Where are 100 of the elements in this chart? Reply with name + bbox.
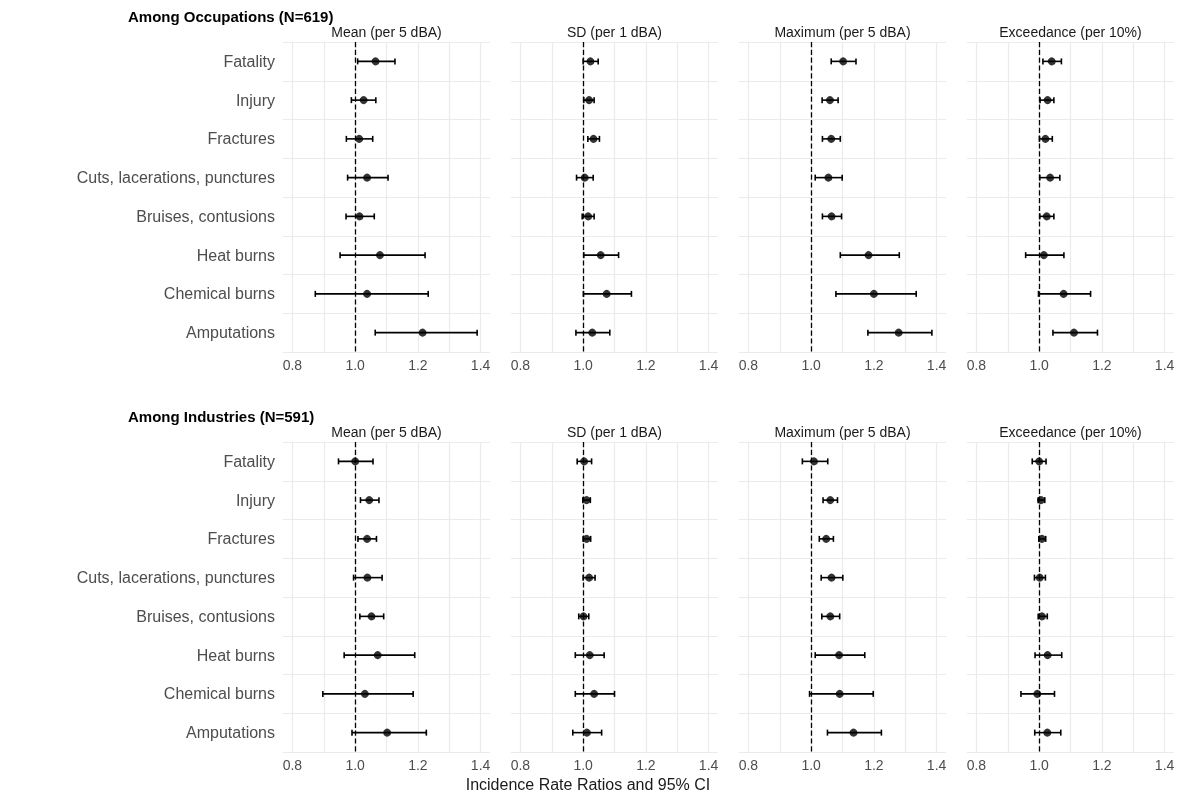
point <box>894 328 903 337</box>
point <box>585 96 594 105</box>
point <box>835 689 844 698</box>
point <box>825 96 834 105</box>
x-tick-label: 0.8 <box>738 757 759 773</box>
x-tick-label: 1.0 <box>801 357 822 373</box>
point <box>596 251 605 260</box>
x-tick-label: 1.2 <box>636 357 656 373</box>
y-tick-label: Injury <box>235 491 275 509</box>
point <box>824 173 833 182</box>
point <box>588 328 597 337</box>
y-tick-label: Heat burns <box>196 246 275 264</box>
point <box>375 251 384 260</box>
point <box>602 289 611 298</box>
x-tick-label: 1.2 <box>1092 757 1112 773</box>
point <box>359 96 368 105</box>
y-tick-label: Chemical burns <box>163 685 275 703</box>
y-tick-label: Chemical burns <box>163 285 275 303</box>
x-tick-label: 1.0 <box>573 757 594 773</box>
point <box>363 534 372 543</box>
x-tick-label: 0.8 <box>510 357 531 373</box>
x-tick-label: 1.2 <box>636 757 656 773</box>
point <box>1042 212 1051 221</box>
x-tick-label: 0.8 <box>966 757 987 773</box>
point <box>1059 289 1068 298</box>
y-tick-label: Bruises, contusions <box>136 207 275 225</box>
point <box>1047 57 1056 66</box>
chart-subtitle: Mean (per 5 dBA) <box>330 424 443 440</box>
point <box>827 212 836 221</box>
x-axis-title: Incidence Rate Ratios and 95% CI <box>464 776 712 791</box>
x-tick-label: 1.2 <box>408 357 428 373</box>
point <box>585 651 594 660</box>
y-tick-label: Heat burns <box>196 646 275 664</box>
point <box>839 57 848 66</box>
point <box>586 57 595 66</box>
point <box>826 496 835 505</box>
chart-subtitle: Maximum (per 5 dBA) <box>773 424 912 440</box>
point <box>367 612 376 621</box>
x-tick-label: 1.0 <box>345 357 366 373</box>
point <box>590 689 599 698</box>
x-tick-label: 1.4 <box>1154 757 1175 773</box>
y-tick-label: Amputations <box>186 324 275 342</box>
x-tick-label: 1.2 <box>864 757 884 773</box>
point <box>589 134 598 143</box>
x-tick-label: 0.8 <box>738 357 759 373</box>
point <box>1043 728 1052 737</box>
x-tick-label: 1.4 <box>470 357 491 373</box>
chart-subtitle: Exceedance (per 10%) <box>998 24 1143 40</box>
y-tick-label: Fatality <box>223 452 275 470</box>
x-tick-label: 0.8 <box>282 757 303 773</box>
point <box>1039 251 1048 260</box>
chart-subtitle: Mean (per 5 dBA) <box>331 24 443 40</box>
point <box>869 289 878 298</box>
point <box>827 134 836 143</box>
x-tick-label: 1.2 <box>864 357 884 373</box>
point <box>355 134 364 143</box>
x-tick-label: 1.4 <box>926 357 947 373</box>
point <box>864 251 873 260</box>
y-tick-label: Cuts, lacerations, punctures <box>76 169 275 187</box>
point <box>365 496 374 505</box>
x-tick-label: 1.4 <box>698 757 719 773</box>
x-tick-label: 1.0 <box>345 757 366 773</box>
x-tick-label: 1.4 <box>698 357 719 373</box>
point <box>373 651 382 660</box>
point <box>418 328 427 337</box>
point <box>1043 651 1052 660</box>
chart-subtitle: Maximum (per 5 dBA) <box>773 24 912 40</box>
point <box>1041 134 1050 143</box>
point <box>849 728 858 737</box>
x-tick-label: 1.4 <box>1154 357 1175 373</box>
point <box>363 573 372 582</box>
x-tick-label: 1.2 <box>408 757 428 773</box>
point <box>363 173 372 182</box>
x-tick-label: 1.2 <box>1092 357 1112 373</box>
y-tick-label: Fractures <box>207 530 275 548</box>
y-tick-label: Injury <box>235 91 275 109</box>
x-tick-label: 0.8 <box>282 357 303 373</box>
point <box>835 651 844 660</box>
point <box>1069 328 1078 337</box>
chart-subtitle: Exceedance (per 10%) <box>998 424 1143 440</box>
y-tick-label: Bruises, contusions <box>136 607 275 625</box>
point <box>826 612 835 621</box>
chart-subtitle: SD (per 1 dBA) <box>566 24 663 40</box>
point <box>822 534 831 543</box>
point <box>383 728 392 737</box>
point <box>1043 96 1052 105</box>
x-tick-label: 1.0 <box>573 357 594 373</box>
point <box>363 289 372 298</box>
y-tick-label: Amputations <box>186 724 275 742</box>
y-tick-label: Cuts, lacerations, punctures <box>76 569 275 587</box>
point <box>355 212 364 221</box>
x-tick-label: 1.0 <box>1029 357 1050 373</box>
chart-title: Among Industries (N=591) <box>128 408 315 425</box>
point <box>371 57 380 66</box>
point <box>827 573 836 582</box>
point <box>1046 173 1055 182</box>
x-tick-label: 1.4 <box>470 757 491 773</box>
y-tick-label: Fatality <box>223 52 275 70</box>
point <box>360 689 369 698</box>
x-tick-label: 1.0 <box>1029 757 1050 773</box>
